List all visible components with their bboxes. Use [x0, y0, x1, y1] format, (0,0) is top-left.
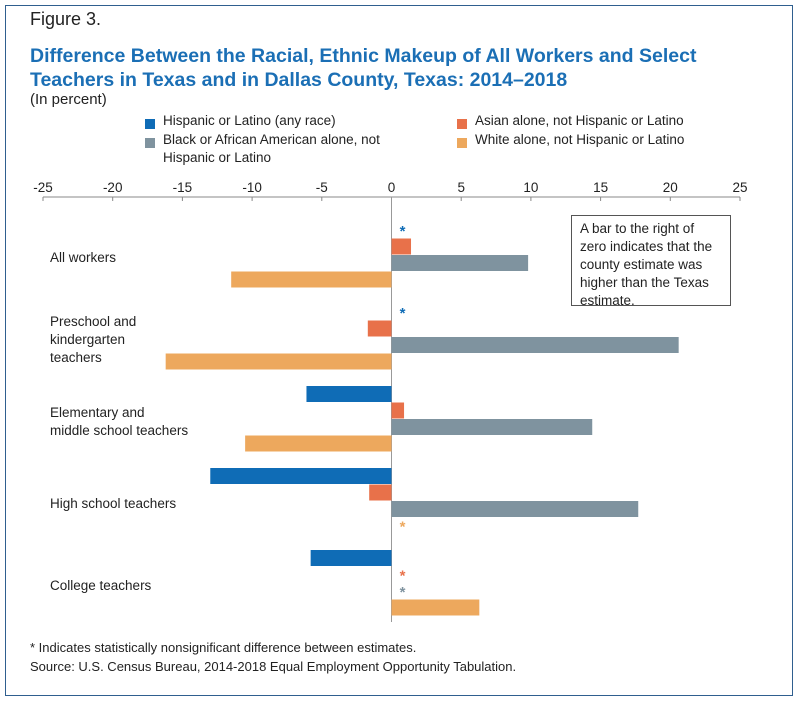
category-label: Elementary and [50, 405, 145, 420]
bar [391, 501, 639, 517]
legend-swatch-hispanic [145, 119, 155, 129]
category-label: High school teachers [50, 496, 176, 511]
chart-subtitle: (In percent) [30, 91, 107, 108]
bar [245, 435, 392, 452]
nonsignificant-marker: * [400, 305, 406, 322]
legend-swatch-black [145, 138, 155, 148]
bar [369, 484, 392, 501]
bar [391, 337, 679, 353]
x-tick-label: 25 [732, 180, 747, 195]
category-label: teachers [50, 350, 102, 365]
x-tick-label: -20 [103, 180, 123, 195]
category-label: College teachers [50, 578, 152, 593]
x-tick-label: 10 [523, 180, 538, 195]
bar [391, 419, 593, 435]
x-tick-label: 5 [457, 180, 465, 195]
bar [391, 599, 480, 616]
figure-frame [5, 5, 793, 696]
bar [391, 402, 405, 419]
footnote: * Indicates statistically nonsignificant… [30, 640, 417, 655]
bar [210, 468, 392, 484]
x-tick-label: 20 [663, 180, 678, 195]
x-tick-label: -5 [316, 180, 328, 195]
chart-title: Difference Between the Racial, Ethnic Ma… [30, 45, 697, 91]
nonsignificant-marker: * [400, 519, 406, 536]
bar [306, 386, 392, 402]
legend-swatch-asian [457, 119, 467, 129]
nonsignificant-marker: * [400, 223, 406, 240]
nonsignificant-marker: * [400, 584, 406, 601]
bar [391, 255, 529, 271]
bar [367, 320, 392, 337]
bar [231, 271, 392, 288]
category-label: middle school teachers [50, 423, 188, 438]
category-label: kindergarten [50, 332, 125, 347]
bar [391, 238, 412, 255]
nonsignificant-marker: * [400, 568, 406, 585]
x-tick-label: -25 [33, 180, 53, 195]
category-label: Preschool and [50, 314, 136, 329]
bar [310, 550, 392, 566]
legend-label-hispanic: Hispanic or Latino (any race) [163, 113, 336, 128]
legend-label-asian: Asian alone, not Hispanic or Latino [475, 113, 684, 128]
figure-label: Figure 3. [30, 9, 102, 29]
legend-label-black: Black or African American alone, not His… [163, 132, 380, 165]
bar [165, 353, 392, 370]
x-tick-label: -10 [242, 180, 262, 195]
x-tick-label: 0 [388, 180, 396, 195]
source-note: Source: U.S. Census Bureau, 2014-2018 Eq… [30, 659, 517, 674]
legend-swatch-white [457, 138, 467, 148]
annotation-box: A bar to the right of zero indicates tha… [571, 215, 731, 308]
legend-label-white: White alone, not Hispanic or Latino [475, 132, 685, 147]
x-tick-label: 15 [593, 180, 608, 195]
category-label: All workers [50, 250, 116, 265]
x-tick-label: -15 [173, 180, 193, 195]
